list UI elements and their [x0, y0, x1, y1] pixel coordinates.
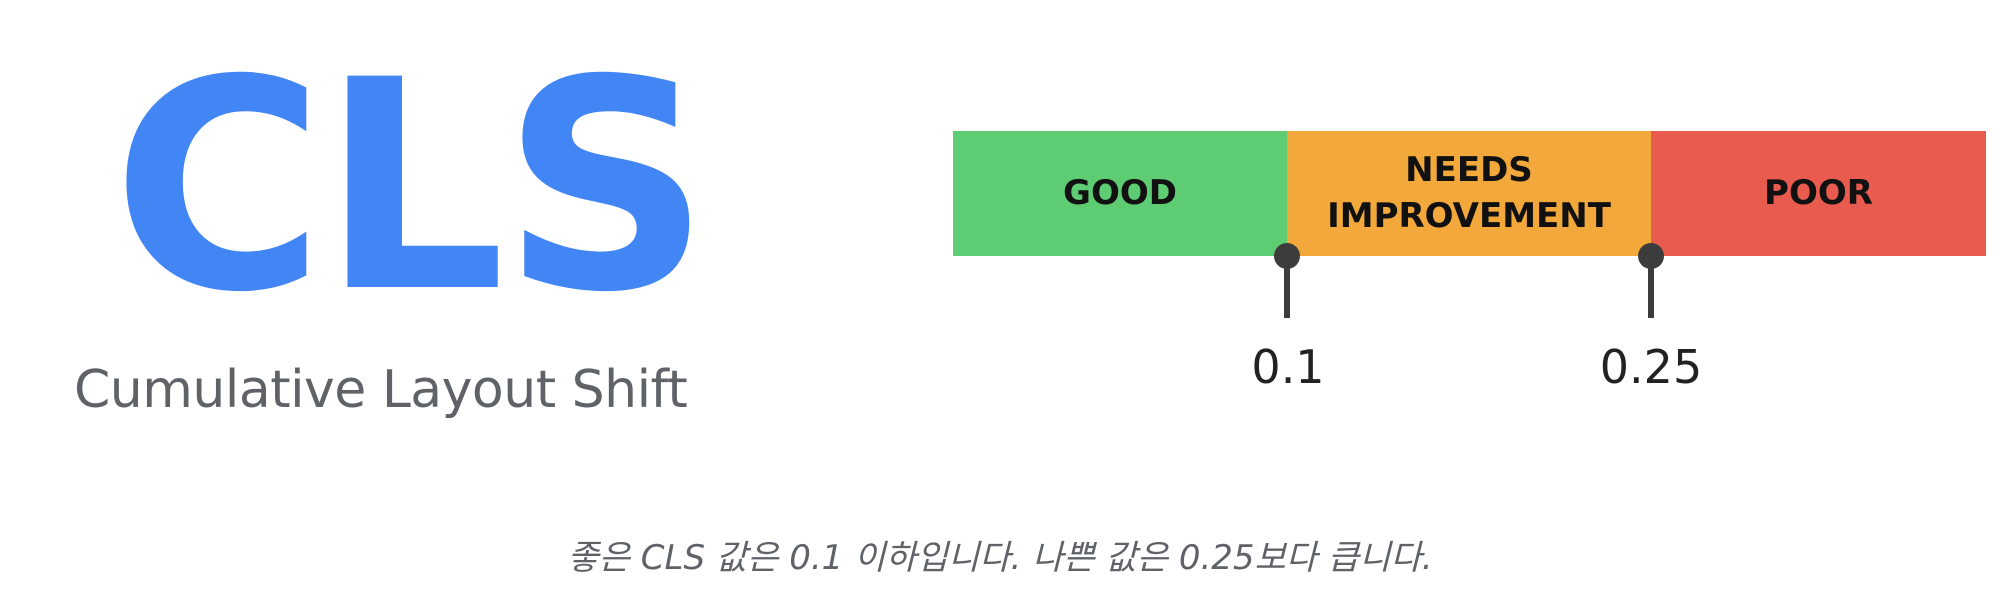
marker-stem — [1284, 256, 1290, 318]
segment-poor-label: POOR — [1764, 172, 1873, 213]
segment-needs-improvement-label: NEEDS IMPROVEMENT — [1327, 149, 1611, 236]
segment-good: GOOD — [953, 131, 1287, 256]
threshold-scale: GOOD NEEDS IMPROVEMENT POOR — [953, 131, 1986, 256]
threshold-value-good: 0.1 — [1251, 340, 1325, 394]
threshold-marker-good — [1272, 243, 1302, 323]
threshold-marker-poor — [1636, 243, 1666, 323]
metric-acronym: CLS — [112, 19, 710, 356]
segment-good-label: GOOD — [1063, 172, 1177, 213]
threshold-value-poor: 0.25 — [1599, 340, 1703, 394]
caption: 좋은 CLS 값은 0.1 이하입니다. 나쁜 값은 0.25보다 큽니다. — [567, 538, 1433, 578]
marker-stem — [1648, 256, 1654, 318]
segment-poor: POOR — [1651, 131, 1986, 256]
segment-needs-improvement: NEEDS IMPROVEMENT — [1287, 131, 1651, 256]
metric-full-name: Cumulative Layout Shift — [74, 360, 688, 420]
